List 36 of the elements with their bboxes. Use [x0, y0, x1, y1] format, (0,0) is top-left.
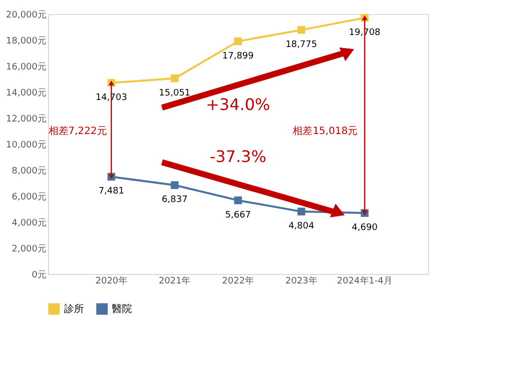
data-label: 5,667 [225, 210, 251, 220]
x-tick-label: 2020年 [95, 276, 128, 286]
point [297, 26, 306, 34]
data-label: 17,899 [222, 51, 254, 62]
x-tick-label: 2024年1-4月 [336, 276, 392, 286]
y-tick-label: 6,000元 [12, 192, 46, 202]
x-tick-label: 2022年 [222, 276, 254, 286]
y-tick-label: 18,000元 [6, 36, 46, 46]
y-tick-label: 2,000元 [12, 244, 46, 254]
legend-label: 診所 [64, 303, 84, 315]
y-tick-label: 0元 [32, 270, 46, 280]
annotation: 相差7,222元 [48, 125, 107, 137]
annotation: -37.3% [210, 147, 266, 166]
data-label: 15,051 [158, 88, 190, 98]
data-label: 18,775 [286, 40, 318, 50]
x-tick-label: 2021年 [158, 276, 191, 286]
y-tick-label: 14,000元 [6, 88, 46, 98]
point [170, 74, 179, 82]
data-label: 4,690 [352, 223, 378, 234]
y-tick-label: 20,000元 [6, 10, 46, 20]
data-label: 7,481 [98, 186, 124, 197]
point [234, 37, 242, 46]
data-label: 4,804 [288, 222, 314, 232]
x-tick-label: 2023年 [285, 276, 318, 286]
y-tick-label: 4,000元 [12, 218, 46, 228]
annotation: +34.0% [206, 95, 270, 114]
point [297, 208, 306, 216]
point [170, 181, 179, 189]
y-tick-label: 16,000元 [6, 62, 46, 72]
y-tick-label: 8,000元 [12, 166, 46, 176]
data-label: 6,837 [162, 195, 188, 206]
annotation: 相差15,018元 [292, 125, 358, 137]
point [234, 196, 242, 204]
y-tick-label: 10,000元 [6, 140, 46, 150]
legend-label: 醫院 [112, 303, 132, 315]
y-tick-label: 12,000元 [6, 114, 46, 124]
